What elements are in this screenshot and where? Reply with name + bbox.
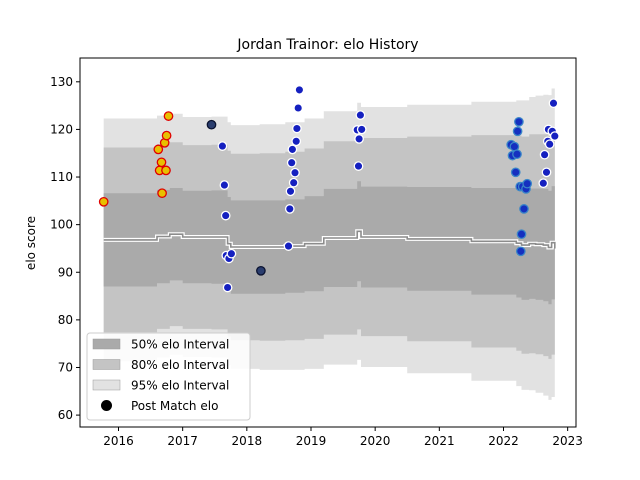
data-point <box>163 111 174 121</box>
data-point <box>514 116 524 127</box>
legend-marker <box>101 400 112 411</box>
data-point <box>519 204 529 214</box>
data-point <box>288 177 299 188</box>
data-point <box>98 196 109 207</box>
data-point <box>544 139 555 150</box>
x-axis: 2016 2017 2018 2019 2020 2021 2022 2023 <box>103 427 583 448</box>
y-axis: 60 70 80 90 100 110 120 130 <box>50 75 80 422</box>
x-tick-label: 2022 <box>488 434 519 448</box>
x-tick-label: 2016 <box>103 434 134 448</box>
data-point <box>356 124 367 135</box>
x-tick-label: 2021 <box>424 434 455 448</box>
data-point <box>206 119 217 130</box>
point-series-1 <box>217 85 560 293</box>
legend-label: 80% elo Interval <box>131 358 229 372</box>
y-tick-label: 110 <box>50 170 73 184</box>
data-point <box>538 178 549 189</box>
x-tick-label: 2017 <box>167 434 198 448</box>
data-point <box>219 180 230 190</box>
data-point <box>293 103 304 113</box>
legend-label: 95% elo Interval <box>131 379 229 393</box>
chart-title: Jordan Trainor: elo History <box>236 37 418 53</box>
median-line <box>103 230 556 249</box>
y-tick-label: 120 <box>50 122 73 136</box>
point-series-0 <box>98 111 174 207</box>
data-point <box>286 157 297 168</box>
data-point <box>353 161 364 171</box>
data-point <box>156 157 167 168</box>
point-series-2 <box>506 116 533 257</box>
y-tick-label: 100 <box>50 218 73 232</box>
x-tick-label: 2019 <box>296 434 327 448</box>
data-point <box>284 204 295 214</box>
data-point <box>510 167 521 178</box>
data-point <box>226 248 237 259</box>
data-point <box>161 130 172 141</box>
y-tick-label: 70 <box>58 360 73 374</box>
data-point <box>516 229 527 240</box>
plot-area <box>98 85 560 412</box>
data-point <box>291 136 302 147</box>
x-tick-label: 2020 <box>360 434 391 448</box>
x-tick-label: 2018 <box>232 434 263 448</box>
x-tick-label: 2023 <box>552 434 583 448</box>
y-tick-label: 60 <box>58 408 73 422</box>
data-point <box>354 134 364 144</box>
data-point <box>541 167 552 178</box>
data-point <box>290 167 300 178</box>
y-axis-label: elo score <box>24 216 38 270</box>
legend-label: Post Match elo <box>131 399 218 413</box>
data-point <box>549 131 560 141</box>
data-point <box>294 85 305 95</box>
data-point <box>512 126 523 137</box>
data-point <box>153 144 164 155</box>
data-point <box>548 98 559 109</box>
data-point <box>283 241 294 251</box>
data-point <box>217 141 228 151</box>
legend-box <box>86 332 251 421</box>
data-point <box>355 110 366 120</box>
data-point <box>161 165 171 176</box>
legend-swatch <box>92 379 121 391</box>
data-point <box>220 210 231 221</box>
legend-label: 50% elo Interval <box>131 338 229 352</box>
data-point <box>222 282 233 293</box>
y-tick-label: 80 <box>58 313 73 327</box>
legend-swatch <box>92 338 121 350</box>
data-point <box>522 178 533 189</box>
data-point <box>157 188 167 199</box>
legend-swatch <box>92 359 121 370</box>
data-point <box>285 186 296 197</box>
band-50 <box>103 181 555 306</box>
data-point <box>512 149 522 160</box>
data-point <box>292 123 302 134</box>
y-tick-label: 90 <box>58 265 73 279</box>
axes-frame <box>79 57 577 428</box>
data-point <box>287 144 298 155</box>
legend: 50% elo Interval 80% elo Interval 95% elo … <box>86 332 251 421</box>
data-point <box>256 265 266 276</box>
y-tick-label: 130 <box>50 75 73 89</box>
data-point <box>515 246 526 257</box>
data-point <box>539 149 550 160</box>
point-series-3 <box>206 119 266 276</box>
